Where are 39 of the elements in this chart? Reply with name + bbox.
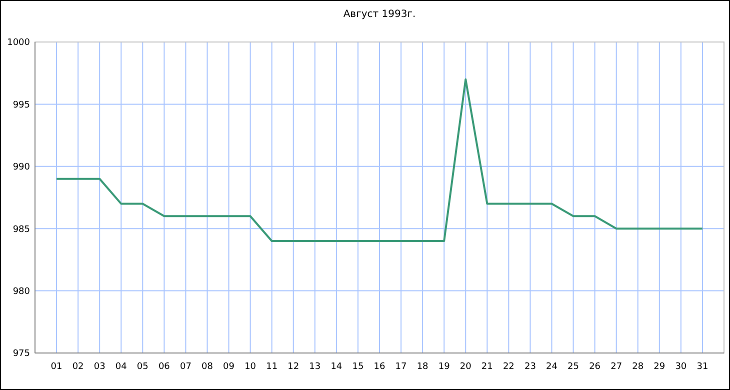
x-tick-label: 06 <box>158 362 170 372</box>
x-tick-label: 19 <box>438 362 450 372</box>
x-tick-label: 21 <box>481 362 493 372</box>
x-tick-label: 08 <box>202 362 214 372</box>
x-tick-label: 20 <box>460 362 472 372</box>
x-tick-label: 31 <box>696 362 708 372</box>
x-tick-label: 02 <box>72 362 84 372</box>
x-tick-label: 24 <box>546 362 558 372</box>
x-tick-label: 25 <box>568 362 580 372</box>
x-tick-label: 05 <box>136 362 148 372</box>
x-tick-label: 28 <box>632 362 644 372</box>
x-tick-label: 22 <box>502 362 514 372</box>
x-tick-label: 16 <box>374 362 386 372</box>
x-tick-label: 30 <box>675 362 687 372</box>
x-tick-label: 15 <box>352 362 364 372</box>
line-series <box>56 78 704 242</box>
y-tick-label: 995 <box>12 100 30 110</box>
y-tick-label: 985 <box>12 224 30 235</box>
x-tick-label: 07 <box>180 362 192 372</box>
x-tick-label: 14 <box>330 362 342 372</box>
x-tick-label: 18 <box>416 362 429 372</box>
x-tick-label: 26 <box>589 362 601 372</box>
y-tick-label: 975 <box>12 349 30 360</box>
y-tick-label: 980 <box>12 286 30 297</box>
x-tick-label: 23 <box>524 362 536 372</box>
x-tick-label: 09 <box>223 362 235 372</box>
x-tick-label: 13 <box>309 362 321 372</box>
chart-title: Август 1993г. <box>343 9 416 20</box>
x-tick-label: 01 <box>50 362 62 372</box>
x-tick-label: 17 <box>395 362 407 372</box>
x-tick-label: 29 <box>654 362 666 372</box>
x-tick-label: 11 <box>266 362 278 372</box>
x-tick-label: 27 <box>610 362 622 372</box>
y-tick-label: 1000 <box>7 38 30 48</box>
x-tick-label: 10 <box>244 362 256 372</box>
y-tick-label: 990 <box>12 162 30 173</box>
x-tick-label: 04 <box>115 362 128 372</box>
x-tick-label: 03 <box>94 362 106 372</box>
x-tick-label: 12 <box>288 362 300 372</box>
